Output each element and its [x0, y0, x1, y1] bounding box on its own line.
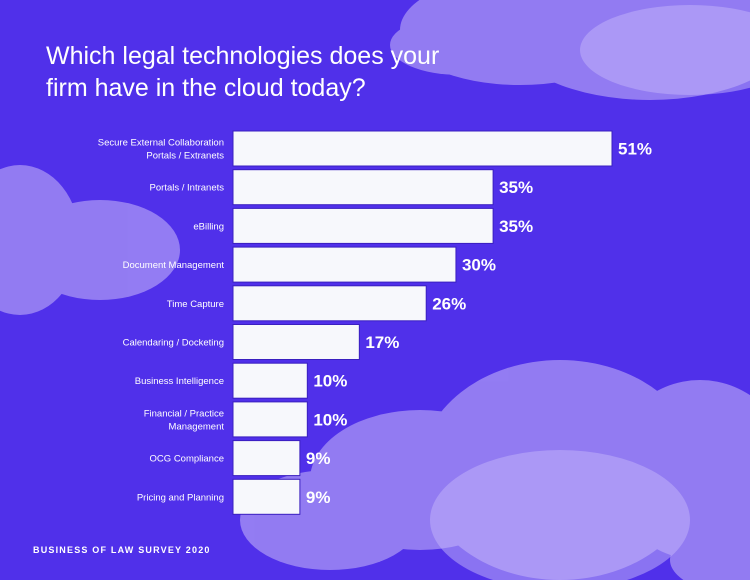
bar — [232, 324, 360, 360]
bar — [232, 440, 301, 477]
category-label: eBilling — [193, 221, 224, 232]
value-label: 35% — [499, 217, 533, 236]
category-label: Calendaring / Docketing — [123, 338, 224, 349]
category-label: Business Intelligence — [135, 376, 224, 387]
category-label: Document Management — [123, 260, 225, 271]
value-label: 35% — [499, 178, 533, 197]
category-label: Pricing and Planning — [137, 492, 224, 503]
bar — [232, 362, 308, 399]
value-label: 30% — [462, 256, 496, 275]
bar — [232, 285, 427, 322]
bar — [232, 478, 301, 515]
bar — [232, 130, 613, 167]
category-label: Financial / Practice Management — [144, 408, 225, 432]
value-label: 26% — [432, 294, 466, 313]
value-label: 10% — [313, 410, 347, 429]
chart-title: Which legal technologies does your firm … — [46, 42, 440, 102]
value-label: 51% — [618, 140, 652, 159]
bar — [232, 207, 494, 244]
category-label: Time Capture — [167, 299, 224, 310]
value-label: 10% — [313, 372, 347, 391]
category-label: Portals / Intranets — [150, 183, 225, 194]
category-label: OCG Compliance — [150, 454, 224, 465]
value-label: 9% — [306, 488, 331, 507]
footer-text: BUSINESS OF LAW SURVEY 2020 — [33, 545, 211, 555]
bar — [232, 246, 457, 283]
category-label: Secure External Collaboration Portals / E… — [98, 138, 224, 162]
value-label: 9% — [306, 449, 331, 468]
value-label: 17% — [365, 333, 399, 352]
bar — [232, 169, 494, 206]
bar — [232, 401, 308, 438]
